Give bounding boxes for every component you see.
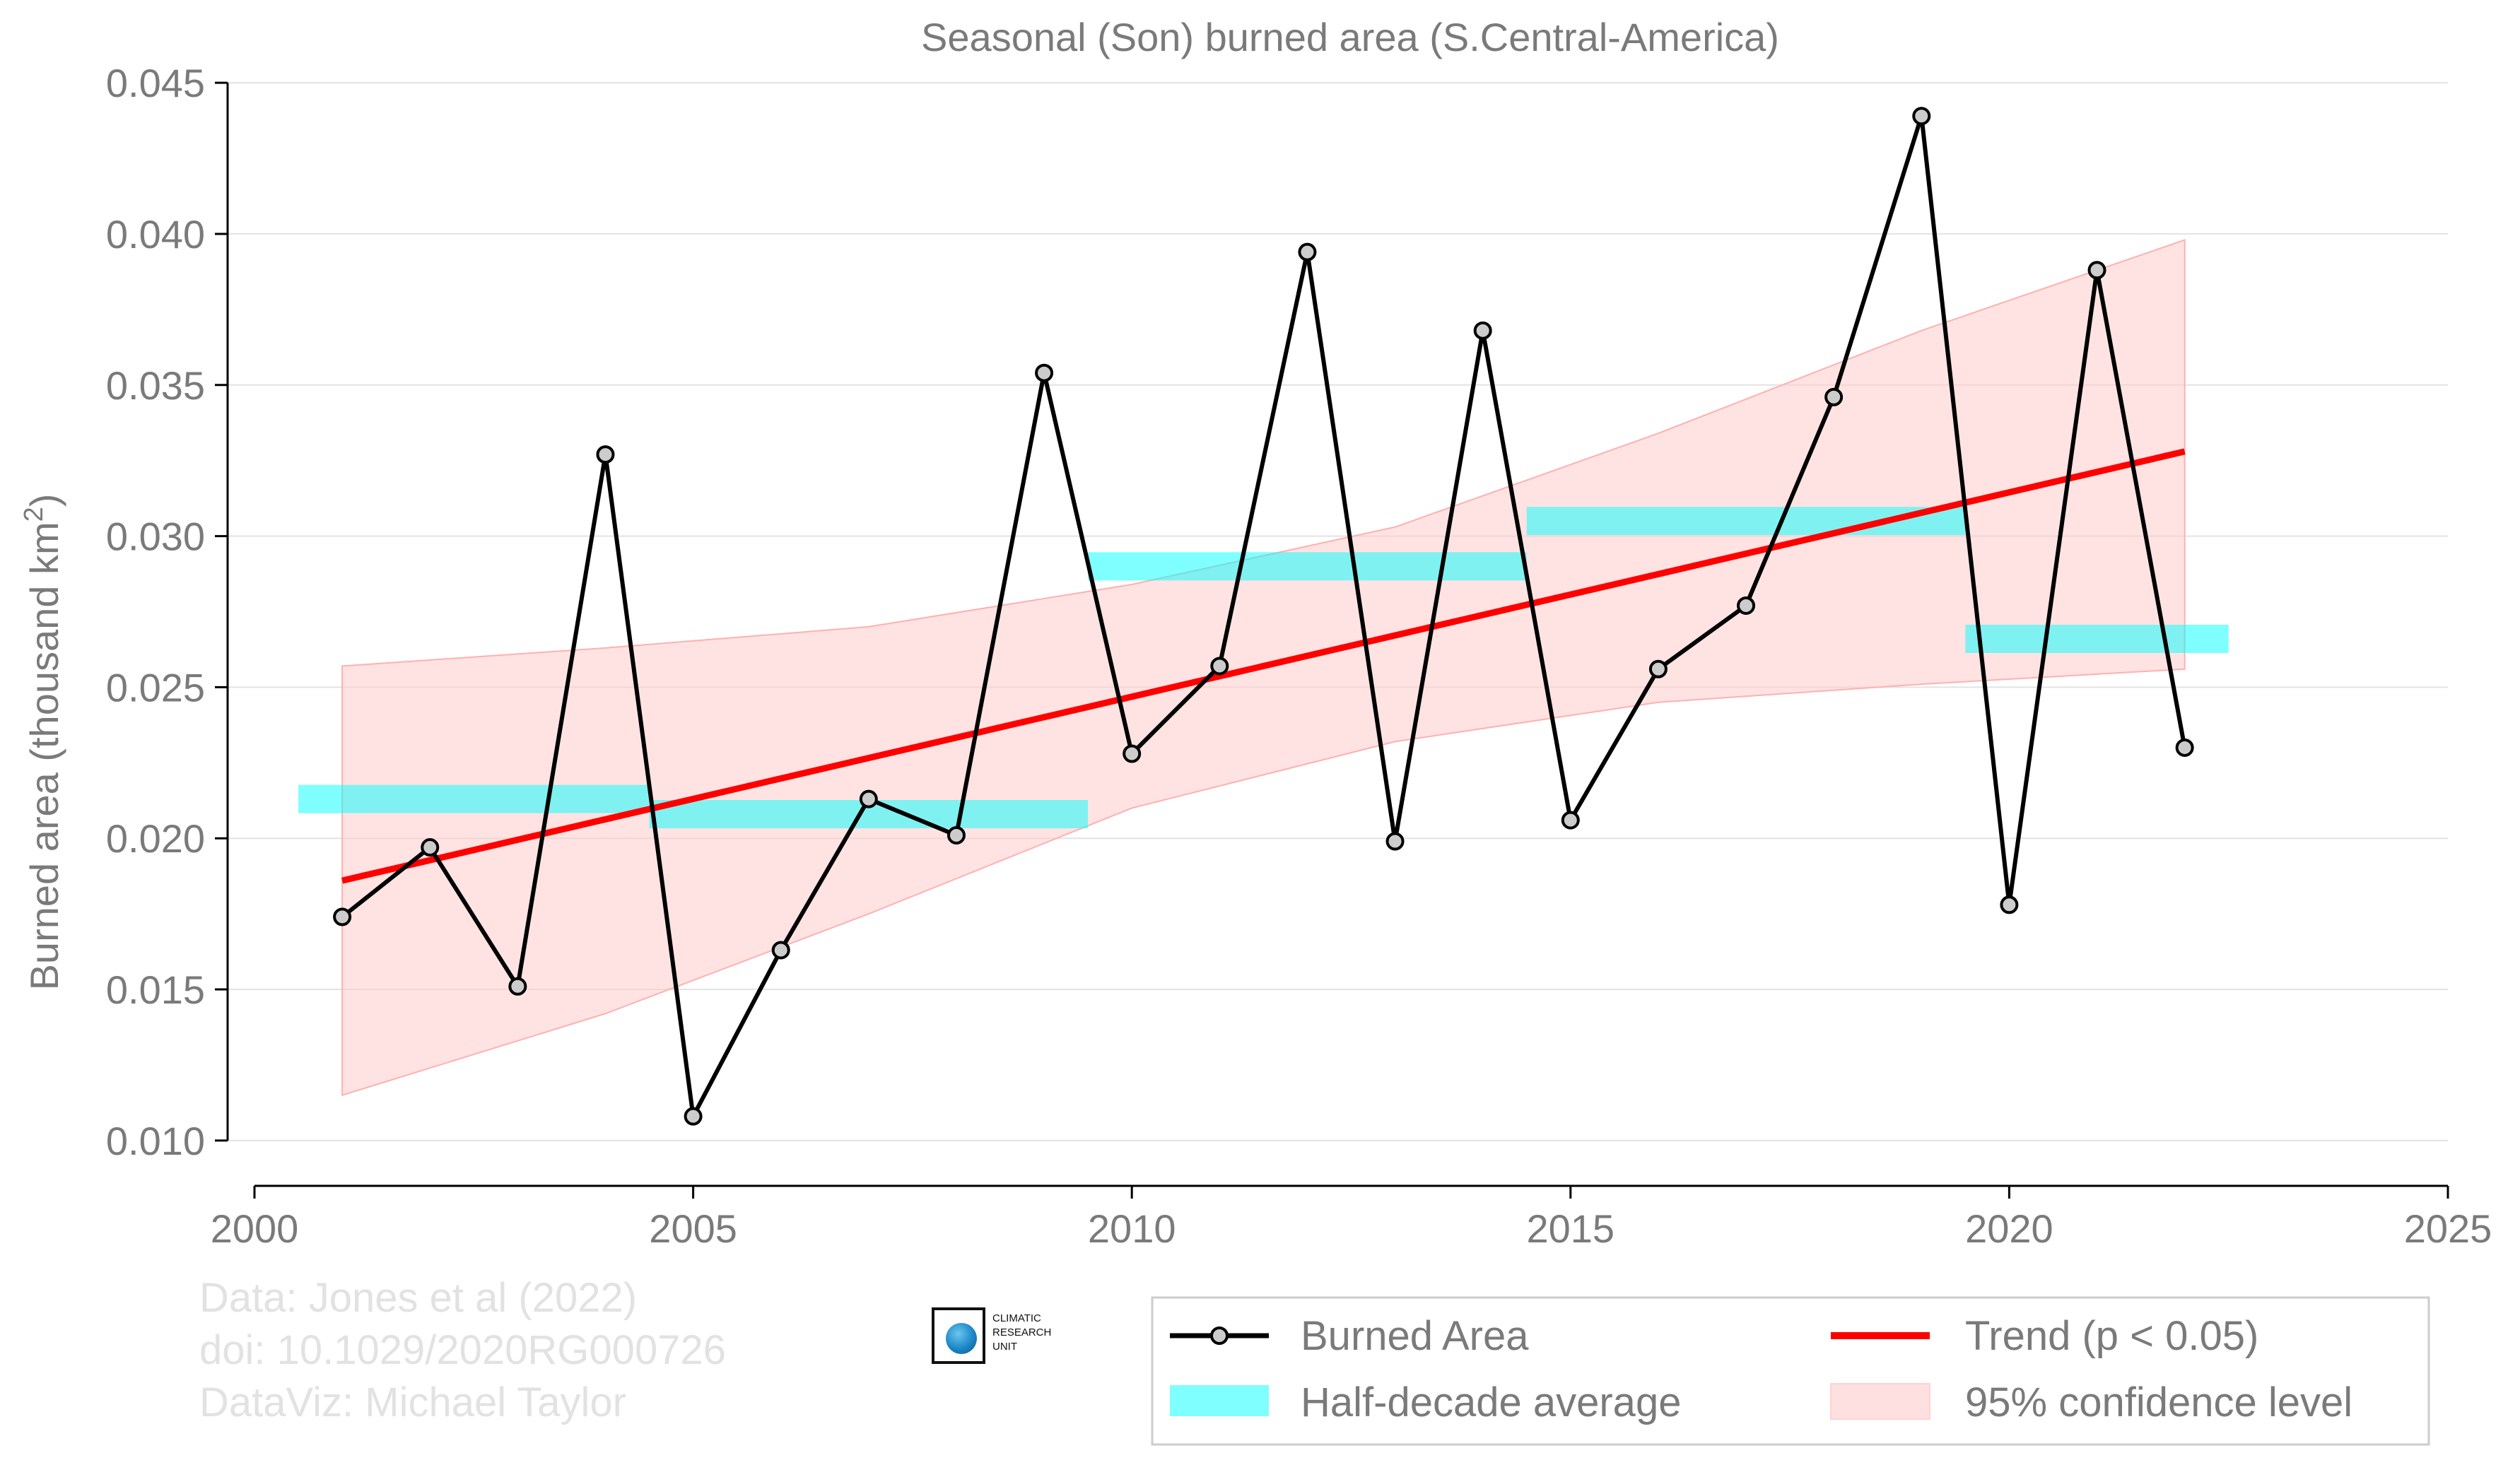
data-credits: Data: Jones et al (2022) doi: 10.1029/20… (199, 1272, 726, 1429)
legend: Burned Area Trend (p < 0.05) Half-decade… (1151, 1296, 2430, 1446)
legend-frame (1151, 1296, 2430, 1446)
credit-source: Data: Jones et al (2022) (199, 1275, 638, 1321)
chart-title: Seasonal (Son) burned area (S.Central-Am… (921, 15, 1779, 59)
burned-area-point-2002 (421, 838, 440, 857)
burned-area-point-2009 (1035, 363, 1054, 382)
burned-area-point-2016 (1648, 659, 1668, 678)
legend-half-decade-label: Half-decade average (1301, 1379, 1681, 1425)
trend-line (341, 448, 2186, 884)
burned-area-point-2001 (333, 907, 352, 926)
half-decade-bars (298, 507, 2229, 829)
y-tick-label-2: 0.020 (106, 816, 205, 861)
burned-area-point-2004 (596, 445, 615, 464)
legend-half-decade-swatch (1170, 1385, 1269, 1416)
y-tick-label-5: 0.035 (106, 363, 205, 408)
half-decade-bar-0 (298, 784, 650, 813)
cru-logo-frame (932, 1307, 985, 1364)
burned-area-point-2013 (1385, 832, 1405, 851)
burned-area-point-2012 (1298, 242, 1317, 261)
burned-area-point-2015 (1561, 811, 1580, 830)
cru-logo-line2: RESEARCH (992, 1326, 1052, 1338)
x-tick-label-3: 2015 (1527, 1206, 1615, 1251)
half-decade-bar-2 (1088, 552, 1527, 581)
legend-trend-label: Trend (p < 0.05) (1965, 1313, 2258, 1359)
y-tick-label-6: 0.040 (106, 212, 205, 257)
burned-area-point-2019 (1912, 107, 1931, 126)
y-axis-label-main: Burned area (thousand km (22, 522, 66, 990)
y-tick-label-4: 0.030 (106, 514, 205, 559)
burned-area-point-2005 (684, 1107, 703, 1126)
burned-area-series (333, 107, 2194, 1126)
y-axis-label-close: ) (22, 494, 66, 507)
y-axis-label: Burned area (thousand km2) (19, 494, 66, 991)
burned-area-point-2022 (2175, 738, 2194, 757)
legend-confidence-swatch (1830, 1383, 1930, 1420)
trend-line-group (341, 448, 2186, 884)
y-tick-label-0: 0.010 (106, 1119, 205, 1163)
burned-area-point-2014 (1473, 321, 1492, 340)
cru-logo-line1: CLIMATIC (992, 1312, 1041, 1324)
burned-area-point-2018 (1824, 387, 1844, 406)
x-tick-label-4: 2020 (1965, 1206, 2053, 1251)
axes: 0.010 0.015 0.020 0.025 0.030 0.035 0.040 0.045… (106, 61, 2492, 1251)
y-tick-label-3: 0.025 (106, 665, 205, 710)
burned-area-point-2011 (1210, 657, 1229, 676)
y-axis-label-superscript: 2 (19, 507, 49, 522)
burned-area-line (341, 115, 2187, 1124)
burned-area-point-2006 (771, 941, 790, 960)
cru-logo-line3: UNIT (992, 1341, 1017, 1353)
burned-area-point-2007 (859, 789, 878, 808)
x-tick-label-2: 2010 (1088, 1206, 1176, 1251)
legend-confidence-label: 95% confidence level (1965, 1379, 2352, 1425)
credit-doi: doi: 10.1029/2020RG000726 (199, 1327, 726, 1373)
legend-burned-area-label: Burned Area (1301, 1313, 1529, 1359)
burned-area-point-2003 (508, 977, 527, 996)
cru-logo-text: CLIMATIC RESEARCH UNIT (992, 1312, 1051, 1354)
burned-area-point-2021 (2087, 261, 2106, 280)
burned-area-point-2008 (947, 825, 966, 845)
burned-area-point-2010 (1123, 744, 1142, 763)
globe-icon (946, 1323, 977, 1354)
burned-area-point-2020 (2000, 895, 2019, 914)
cru-logo: CLIMATIC RESEARCH UNIT (932, 1307, 1101, 1368)
x-tick-label-5: 2025 (2404, 1206, 2492, 1251)
half-decade-bar-4 (1965, 625, 2229, 653)
y-tick-label-1: 0.015 (106, 967, 205, 1012)
legend-burned-area-marker (1210, 1326, 1229, 1345)
x-tick-label-1: 2005 (649, 1206, 737, 1251)
y-tick-label-7: 0.045 (106, 61, 205, 105)
burned-area-point-2017 (1737, 596, 1756, 615)
x-tick-label-0: 2000 (211, 1206, 299, 1251)
credit-dataviz: DataViz: Michael Taylor (199, 1379, 626, 1425)
